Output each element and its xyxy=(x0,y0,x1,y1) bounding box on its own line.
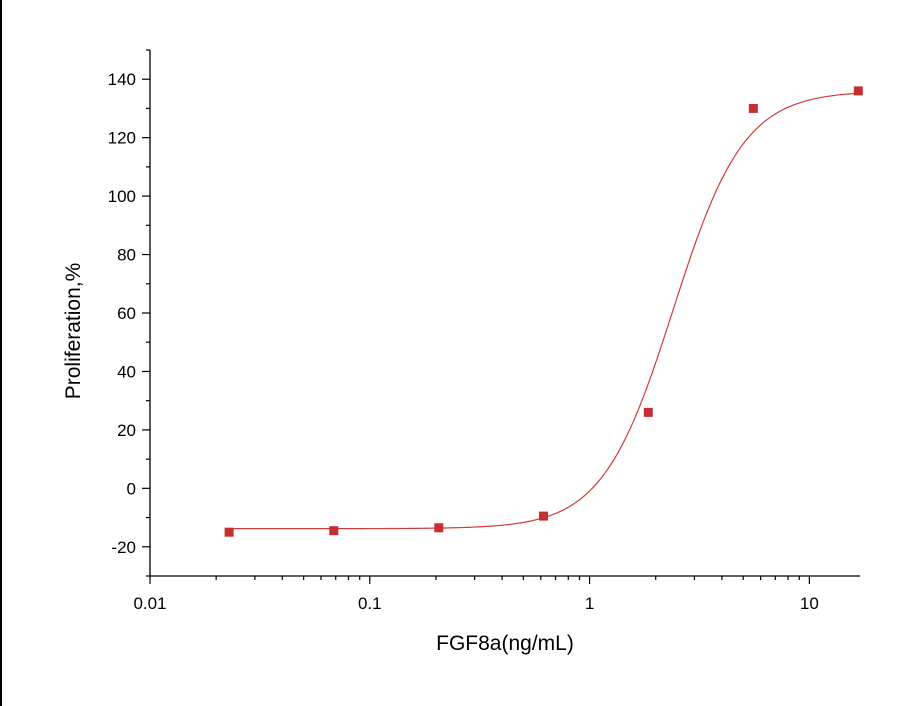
y-tick-label: 40 xyxy=(117,362,136,381)
y-tick-label: 0 xyxy=(127,479,136,498)
data-point xyxy=(748,103,758,113)
y-axis-title: Proliferation,% xyxy=(62,263,85,400)
data-point xyxy=(853,86,863,96)
y-tick-label: 20 xyxy=(117,421,136,440)
axis-ticks xyxy=(142,49,810,584)
axes xyxy=(149,50,860,577)
x-tick-label: 0.01 xyxy=(133,594,166,613)
data-point xyxy=(643,407,653,417)
x-axis-title: FGF8a(ng/mL) xyxy=(436,632,574,655)
x-tick-label: 10 xyxy=(800,594,819,613)
x-tick-label: 1 xyxy=(585,594,594,613)
data-point xyxy=(224,527,234,537)
y-tick-label: -20 xyxy=(111,538,136,557)
y-tick-label: 100 xyxy=(108,187,136,206)
data-points xyxy=(224,86,863,537)
x-tick-label: 0.1 xyxy=(358,594,382,613)
tick-labels: -20 0 20 40 60 80 100 120 140 0.01 0.1 1 10 xyxy=(108,70,819,613)
data-point xyxy=(538,511,548,521)
data-point xyxy=(329,526,339,536)
data-point xyxy=(434,523,444,533)
y-tick-label: 140 xyxy=(108,70,136,89)
y-tick-label: 80 xyxy=(117,246,136,265)
y-tick-label: 60 xyxy=(117,304,136,323)
y-tick-label: 120 xyxy=(108,129,136,148)
fit-curve xyxy=(229,92,859,530)
